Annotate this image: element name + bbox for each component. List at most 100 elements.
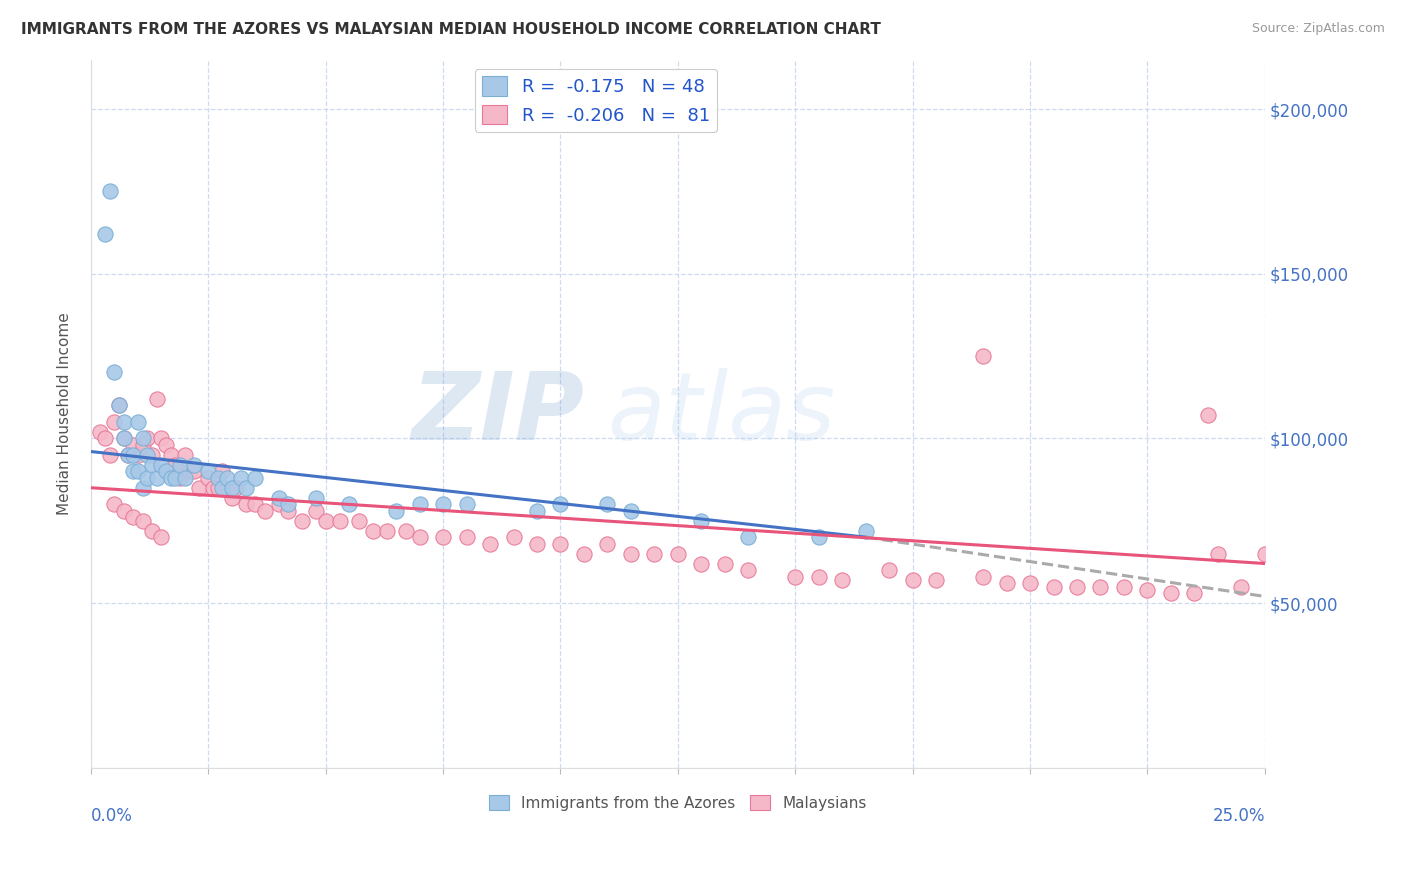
Point (98, 448, 121, 462)
Point (165, 458, 187, 472)
Point (165, 471, 187, 485)
Point (94, 227, 117, 242)
Point (207, 471, 229, 485)
Point (155, 438, 177, 452)
Point (572, 547, 595, 561)
Point (145, 471, 167, 485)
Point (277, 497, 299, 511)
Point (305, 491, 328, 505)
Point (136, 448, 159, 462)
Point (231, 471, 253, 485)
Point (315, 514, 337, 528)
Point (217, 471, 239, 485)
Point (432, 530, 454, 544)
Point (925, 573, 948, 587)
Point (173, 471, 195, 485)
Point (122, 464, 145, 478)
Point (375, 524, 398, 538)
Point (103, 415, 125, 429)
Point (122, 438, 145, 452)
Point (972, 570, 994, 584)
Text: atlas: atlas (607, 368, 835, 459)
Point (183, 464, 205, 478)
Point (89, 425, 111, 439)
Point (159, 448, 181, 462)
Point (347, 514, 370, 528)
Point (245, 497, 267, 511)
Y-axis label: Median Household Income: Median Household Income (58, 312, 72, 515)
Point (901, 573, 924, 587)
Point (155, 464, 177, 478)
Point (526, 537, 548, 551)
Point (127, 464, 149, 478)
Point (197, 464, 219, 478)
Point (225, 481, 247, 495)
Point (150, 530, 173, 544)
Point (1160, 586, 1182, 600)
Point (136, 471, 159, 485)
Text: ZIP: ZIP (411, 368, 583, 459)
Point (179, 464, 201, 478)
Point (221, 491, 243, 505)
Point (131, 438, 153, 452)
Point (1198, 409, 1220, 423)
Legend: Immigrants from the Azores, Malaysians: Immigrants from the Azores, Malaysians (482, 789, 873, 817)
Point (245, 471, 267, 485)
Point (173, 448, 195, 462)
Point (807, 530, 830, 544)
Point (714, 557, 737, 571)
Text: Source: ZipAtlas.com: Source: ZipAtlas.com (1251, 22, 1385, 36)
Point (643, 547, 665, 561)
Point (94, 431, 117, 445)
Point (108, 399, 131, 413)
Point (596, 497, 619, 511)
Point (183, 458, 205, 472)
Point (117, 448, 139, 462)
Point (785, 570, 807, 584)
Point (337, 497, 360, 511)
Point (108, 399, 131, 413)
Point (737, 563, 759, 577)
Point (526, 504, 548, 518)
Point (408, 530, 430, 544)
Point (235, 481, 257, 495)
Point (112, 504, 135, 518)
Point (131, 431, 153, 445)
Point (1112, 580, 1135, 594)
Point (127, 448, 149, 462)
Point (112, 431, 135, 445)
Point (211, 464, 233, 478)
Point (253, 504, 276, 518)
Point (122, 448, 145, 462)
Point (502, 530, 524, 544)
Point (267, 491, 290, 505)
Point (855, 524, 877, 538)
Point (98, 185, 121, 199)
Point (456, 530, 478, 544)
Text: IMMIGRANTS FROM THE AZORES VS MALAYSIAN MEDIAN HOUSEHOLD INCOME CORRELATION CHAR: IMMIGRANTS FROM THE AZORES VS MALAYSIAN … (21, 22, 882, 37)
Point (141, 524, 163, 538)
Point (169, 471, 191, 485)
Point (620, 504, 643, 518)
Point (408, 497, 430, 511)
Point (329, 514, 352, 528)
Text: 25.0%: 25.0% (1212, 806, 1265, 824)
Point (737, 530, 759, 544)
Point (807, 570, 830, 584)
Point (169, 458, 191, 472)
Point (141, 458, 163, 472)
Point (1206, 547, 1229, 561)
Point (202, 481, 225, 495)
Point (690, 514, 713, 528)
Point (103, 497, 125, 511)
Point (131, 514, 153, 528)
Point (187, 481, 209, 495)
Point (1230, 580, 1253, 594)
Point (197, 471, 219, 485)
Point (127, 415, 149, 429)
Point (136, 431, 159, 445)
Point (550, 537, 572, 551)
Point (159, 471, 181, 485)
Point (877, 563, 900, 577)
Text: 0.0%: 0.0% (91, 806, 132, 824)
